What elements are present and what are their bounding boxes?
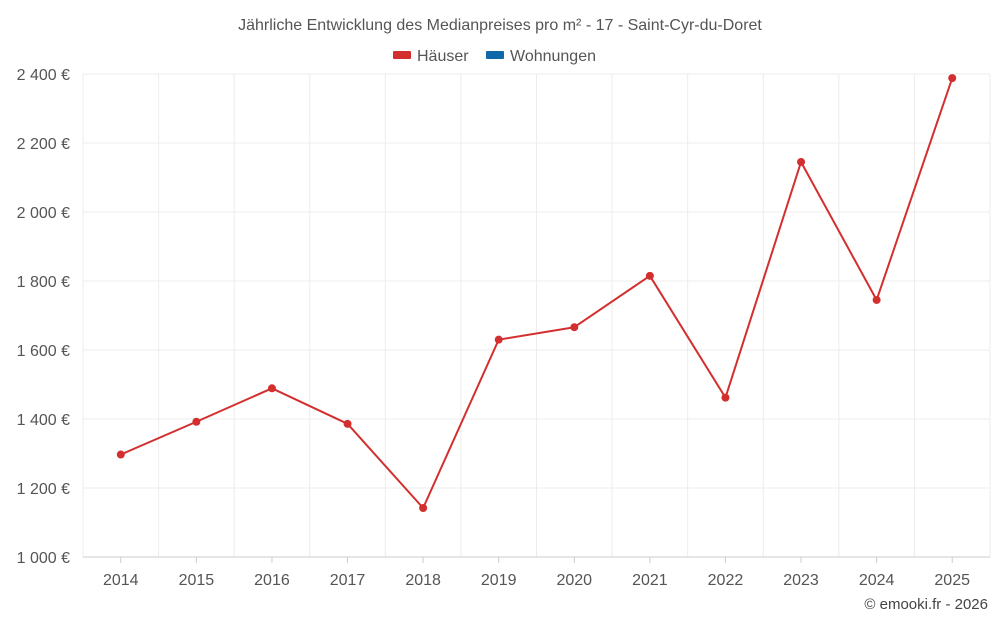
x-tick-label: 2022 <box>708 572 744 589</box>
y-tick-label: 1 000 € <box>17 550 70 567</box>
x-tick-label: 2025 <box>934 572 970 589</box>
x-tick-label: 2023 <box>783 572 819 589</box>
x-tick-label: 2014 <box>103 572 139 589</box>
y-tick-label: 1 800 € <box>17 274 70 291</box>
data-point-2014[interactable] <box>116 450 125 459</box>
y-tick-label: 1 600 € <box>17 343 70 360</box>
legend-label: Wohnungen <box>510 48 596 65</box>
data-point-2020[interactable] <box>570 323 579 332</box>
legend-swatch <box>393 51 411 59</box>
data-point-2016[interactable] <box>267 384 276 393</box>
y-tick-label: 2 400 € <box>17 67 70 84</box>
legend-item-haeuser[interactable]: Häuser <box>393 48 469 65</box>
x-tick-label: 2024 <box>859 572 895 589</box>
series <box>116 74 957 513</box>
data-point-2024[interactable] <box>872 295 881 304</box>
data-point-2019[interactable] <box>494 335 503 344</box>
credit-text: © emooki.fr - 2026 <box>864 596 988 613</box>
data-point-2022[interactable] <box>721 393 730 402</box>
axes: 1 000 € 1 200 € 1 400 € 1 600 € 1 800 € 2 000… <box>17 67 990 589</box>
data-point-2025[interactable] <box>948 74 957 83</box>
x-tick-label: 2016 <box>254 572 290 589</box>
chart-title: Jährliche Entwicklung des Medianpreises … <box>238 17 762 34</box>
x-tick-label: 2021 <box>632 572 668 589</box>
series-line-haeuser <box>120 77 954 510</box>
data-point-2018[interactable] <box>419 504 428 513</box>
x-tick-label: 2018 <box>405 572 441 589</box>
x-tick-label: 2015 <box>179 572 215 589</box>
y-tick-label: 2 000 € <box>17 205 70 222</box>
x-tick-label: 2019 <box>481 572 517 589</box>
legend-item-wohnungen[interactable]: Wohnungen <box>486 48 596 65</box>
data-point-2015[interactable] <box>192 417 201 426</box>
y-tick-label: 1 200 € <box>17 481 70 498</box>
x-tick-label: 2020 <box>556 572 592 589</box>
legend-swatch <box>486 51 504 59</box>
data-point-2021[interactable] <box>645 271 654 280</box>
legend: Häuser Wohnungen <box>393 48 596 65</box>
data-point-2017[interactable] <box>343 419 352 428</box>
grid <box>82 73 991 557</box>
y-tick-label: 1 400 € <box>17 412 70 429</box>
y-tick-label: 2 200 € <box>17 136 70 153</box>
x-tick-label: 2017 <box>330 572 366 589</box>
legend-label: Häuser <box>417 48 469 65</box>
data-point-2023[interactable] <box>797 157 806 166</box>
